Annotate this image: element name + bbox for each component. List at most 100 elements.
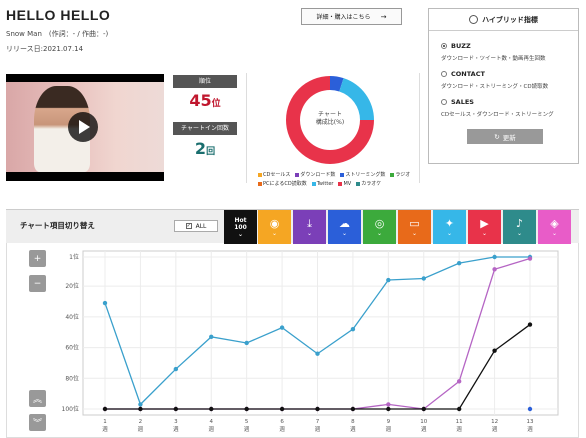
donut-center-label: チャート 構成比(%)	[283, 111, 377, 127]
streaming-icon: ☁	[339, 216, 350, 230]
legend-swatch	[356, 181, 361, 186]
donut-center-line1: チャート	[318, 111, 342, 118]
data-point	[138, 406, 143, 412]
twitter-icon: ✦	[444, 216, 455, 230]
chevron-down-icon: ⌄	[516, 229, 523, 237]
double-chevron-up-icon: ︽	[32, 395, 42, 405]
option-buzz[interactable]: BUZZ	[441, 42, 471, 50]
data-point	[386, 402, 391, 407]
rank-number: 45	[189, 91, 212, 110]
legend-item: カラオケ	[356, 181, 381, 188]
other-icon: ◈	[550, 216, 559, 230]
donut-center-line2: 構成比(%)	[315, 119, 345, 126]
chartin-label: チャートイン回数	[173, 122, 237, 135]
legend-item: Twitter	[311, 181, 333, 188]
download-icon: ⤓	[307, 216, 312, 230]
legend-label: CDセールス	[263, 172, 291, 178]
category-karaoke-button[interactable]: ♪ ⌄	[503, 210, 536, 244]
x-tick-unit: 週	[279, 425, 285, 433]
video-player[interactable]	[6, 74, 164, 181]
zoom-in-button[interactable]: +	[29, 250, 46, 267]
category-download-button[interactable]: ⤓ ⌄	[293, 210, 326, 244]
scroll-down-button[interactable]: ︾	[29, 414, 46, 431]
data-point	[279, 325, 285, 330]
composition-donut	[283, 73, 377, 167]
buy-details-button[interactable]: 詳細・購入はこちら →	[301, 8, 402, 25]
data-point	[209, 406, 214, 412]
chevron-down-icon: ⌄	[446, 229, 453, 237]
donut-slice-1	[339, 78, 374, 120]
option-sales-desc: CDセールス・ダウンロード・ストリーミング	[441, 112, 554, 118]
category-cd-sales-button[interactable]: ◉ ⌄	[258, 210, 291, 244]
x-tick-label: 10	[420, 419, 427, 425]
checkbox-icon: ✓	[185, 223, 192, 229]
data-point	[244, 406, 249, 412]
update-label: 更新	[502, 133, 516, 142]
legend-swatch	[258, 172, 262, 177]
option-contact-label: CONTACT	[451, 70, 485, 78]
data-point	[102, 300, 108, 306]
y-tick-label: 60位	[65, 344, 79, 352]
chevron-down-icon: ⌄	[237, 230, 244, 238]
zoom-out-button[interactable]: −	[29, 275, 46, 292]
cd-sales-icon: ◉	[269, 216, 280, 230]
zoom-in-icon: +	[33, 253, 42, 264]
radio-contact[interactable]	[441, 71, 447, 77]
option-sales[interactable]: SALES	[441, 98, 474, 106]
legend-label: カラオケ	[361, 181, 382, 187]
plot-border	[82, 250, 559, 416]
data-point	[456, 260, 462, 266]
option-contact-desc: ダウンロード・ストリーミング・CD読取数	[441, 84, 549, 90]
hybrid-index-panel: ハイブリッド指標 BUZZ ダウンロード・ツイート数・動画再生回数 CONTAC…	[428, 8, 579, 164]
option-contact[interactable]: CONTACT	[441, 70, 485, 78]
legend-label: PCによるCD読取数	[263, 181, 307, 187]
data-point	[386, 277, 391, 283]
x-tick-unit: 週	[102, 425, 108, 433]
chart-item-switcher: チャート項目切り替え ✓ ALL Hot 100 ⌄ ◉ ⌄ ⤓ ⌄ ☁ ⌄ ◎ ⌄ ▭ ⌄ ✦ ⌄ ▶…	[6, 209, 579, 244]
scroll-up-button[interactable]: ︽	[29, 390, 46, 407]
legend-item: MV	[338, 181, 351, 188]
legend-label: MV	[343, 181, 352, 187]
legend-item: ダウンロード数	[295, 172, 335, 179]
legend-item: ラジオ	[390, 172, 410, 179]
song-title: HELLO HELLO	[6, 7, 111, 23]
x-tick-label: 3	[174, 419, 178, 425]
mv-icon: ▶	[480, 216, 489, 230]
release-date: リリース日:2021.07.14	[6, 45, 84, 53]
karaoke-icon: ♪	[515, 216, 524, 230]
x-tick-unit: 週	[527, 425, 533, 433]
divider	[419, 73, 420, 183]
all-checkbox[interactable]: ✓ ALL	[174, 220, 218, 232]
category-mv-button[interactable]: ▶ ⌄	[468, 210, 501, 244]
update-button[interactable]: ↻ 更新	[467, 129, 543, 144]
zoom-out-icon: −	[33, 278, 42, 289]
x-tick-label: 1	[103, 419, 107, 425]
radio-sales[interactable]	[441, 99, 447, 105]
hot100-label-2: 100	[234, 223, 247, 231]
pc-cd-read-icon: ▭	[409, 216, 420, 230]
x-tick-unit: 週	[315, 425, 321, 433]
chevron-down-icon: ⌄	[481, 229, 488, 237]
donut-legend: CDセールス ダウンロード数 ストリーミング数 ラジオ PCによるCD読取数 Twitte…	[258, 172, 423, 188]
data-point	[102, 406, 108, 412]
category-other-button[interactable]: ◈ ⌄	[538, 210, 571, 244]
x-tick-label: 4	[210, 419, 214, 425]
data-point	[421, 276, 426, 281]
radio-buzz[interactable]	[441, 43, 447, 49]
chart-switch-title: チャート項目切り替え	[20, 221, 95, 230]
legend-swatch	[338, 181, 343, 186]
double-chevron-down-icon: ︾	[32, 419, 42, 429]
data-point	[386, 406, 391, 412]
legend-item: ストリーミング数	[340, 172, 385, 179]
radio-icon: ◎	[374, 216, 385, 230]
category-twitter-button[interactable]: ✦ ⌄	[433, 210, 466, 244]
data-point	[527, 406, 533, 412]
category-pc-cd-read-button[interactable]: ▭ ⌄	[398, 210, 431, 244]
play-button[interactable]	[68, 112, 98, 142]
category-streaming-button[interactable]: ☁ ⌄	[328, 210, 361, 244]
arrow-right-icon: →	[380, 12, 387, 21]
category-radio-button[interactable]: ◎ ⌄	[363, 210, 396, 244]
data-point	[244, 340, 249, 346]
data-point	[315, 351, 320, 356]
hot100-button[interactable]: Hot 100 ⌄	[224, 210, 257, 244]
